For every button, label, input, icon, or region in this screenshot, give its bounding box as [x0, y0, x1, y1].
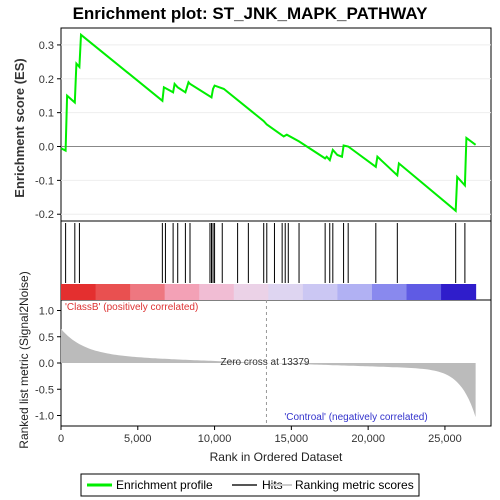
x-tick-label: 10,000 — [198, 433, 232, 445]
rank-color-bar — [61, 284, 477, 300]
rank-color-segment — [337, 284, 373, 300]
es-panel — [60, 27, 492, 222]
class-pos-label: 'ClassB' (positively correlated) — [65, 302, 198, 313]
class-neg-label: 'Controal' (negatively correlated) — [284, 412, 427, 423]
rank-color-segment — [268, 284, 304, 300]
legend-metric-label: Ranking metric scores — [295, 478, 414, 492]
metric-y-tick-label: -1.0 — [35, 411, 54, 423]
metric-y-tick-label: 0.0 — [39, 358, 54, 370]
legend-profile-label: Enrichment profile — [116, 478, 213, 492]
rank-color-segment — [406, 284, 442, 300]
zero-cross-label: Zero cross at 13379 — [221, 357, 310, 368]
enrichment-profile-line — [60, 32, 477, 213]
metric-y-tick-label: -0.5 — [35, 384, 54, 396]
metric-y-ticks: 1.0 0.5 0.0 -0.5 -1.0 — [35, 306, 61, 423]
rank-color-segment — [371, 284, 408, 300]
x-axis-title: Rank in Ordered Dataset — [210, 450, 343, 464]
rank-color-segment — [61, 284, 97, 300]
es-y-ticks: -0.2 -0.1 0.0 0.1 0.2 0.3 — [35, 40, 61, 221]
metric-y-tick-label: 0.5 — [39, 332, 54, 344]
metric-y-tick-label: 1.0 — [39, 306, 54, 318]
es-y-tick-label: 0.2 — [39, 74, 54, 86]
metric-y-axis-title: Ranked list metric (Signal2Noise) — [17, 271, 31, 448]
es-y-tick-label: 0.1 — [39, 108, 54, 120]
x-tick-label: 0 — [58, 433, 64, 445]
x-tick-label: 20,000 — [351, 433, 385, 445]
rank-color-segment — [441, 284, 477, 300]
rank-color-segment — [164, 284, 200, 300]
x-axis-ticks: 0 5,000 10,000 15,000 20,000 25,000 — [58, 426, 462, 445]
rank-color-segment — [199, 284, 235, 300]
es-y-tick-label: 0.3 — [39, 40, 54, 52]
hit-markers — [65, 223, 466, 283]
rank-color-segment — [130, 284, 166, 300]
rank-color-segment — [95, 284, 131, 300]
es-y-tick-label: 0.0 — [39, 142, 54, 154]
es-y-tick-label: -0.1 — [35, 175, 54, 187]
x-tick-label: 15,000 — [275, 433, 309, 445]
rank-color-segment — [302, 284, 338, 300]
x-tick-label: 5,000 — [124, 433, 152, 445]
rank-color-segment — [233, 284, 269, 300]
es-y-tick-label: -0.2 — [35, 209, 54, 221]
chart-title: Enrichment plot: ST_JNK_MAPK_PATHWAY — [73, 4, 429, 23]
es-y-axis-title: Enrichment score (ES) — [12, 58, 27, 197]
x-tick-label: 25,000 — [428, 433, 462, 445]
